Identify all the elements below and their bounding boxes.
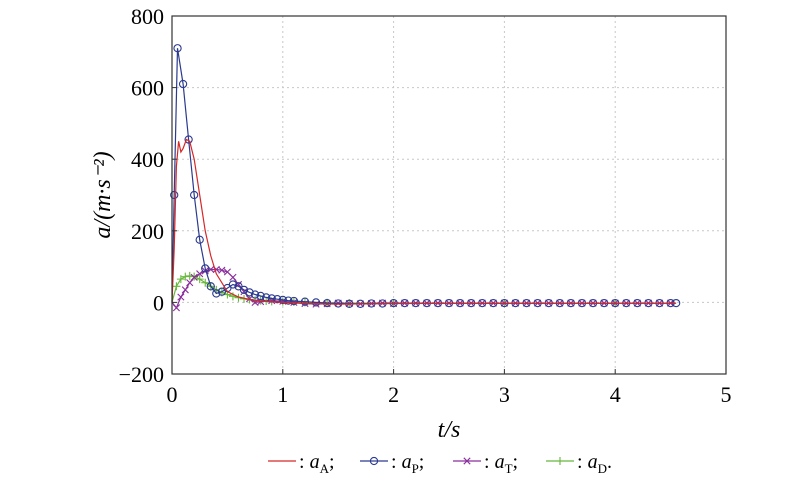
data-point	[273, 295, 282, 304]
legend-item-a_P: : aP;	[360, 451, 424, 476]
data-point	[556, 457, 564, 465]
data-point	[184, 135, 193, 144]
data-point	[322, 298, 332, 308]
x-axis-title: t/s	[438, 417, 461, 443]
data-point	[190, 273, 198, 281]
legend-label: : aA;	[299, 451, 335, 476]
data-point	[178, 79, 188, 89]
data-point	[245, 288, 254, 297]
data-point	[201, 264, 210, 273]
series-a_P	[170, 44, 681, 308]
data-point	[196, 270, 204, 278]
data-point	[212, 289, 221, 298]
data-point	[369, 456, 379, 466]
data-point	[239, 285, 249, 295]
data-point	[195, 235, 204, 244]
data-point	[190, 190, 199, 200]
data-point	[206, 282, 215, 291]
y-axis-title: a/(m·s⁻²)	[90, 151, 116, 238]
data-point	[177, 293, 185, 301]
series-layer	[170, 44, 681, 312]
x-tick-label: 4	[610, 382, 621, 407]
y-tick-label: −200	[119, 362, 164, 387]
series-a_A	[171, 138, 677, 305]
data-point	[334, 299, 343, 308]
data-point	[229, 273, 237, 281]
data-point	[278, 295, 287, 305]
grid-lines	[172, 16, 726, 374]
legend-label: : aD.	[577, 451, 612, 476]
data-point	[181, 286, 189, 294]
data-point	[201, 278, 210, 287]
y-tick-label: 200	[131, 219, 164, 244]
x-tick-label: 3	[499, 382, 510, 407]
legend-item-a_A: : aA;	[268, 451, 335, 476]
data-point	[186, 279, 194, 287]
data-point	[195, 275, 204, 284]
data-point	[172, 304, 181, 312]
data-point	[228, 292, 237, 301]
data-point	[170, 190, 179, 200]
legend-label: : aP;	[391, 451, 424, 476]
legend-item-a_D: : aD.	[546, 451, 612, 476]
data-point	[289, 296, 299, 306]
y-tick-label: 0	[153, 290, 164, 315]
data-point	[176, 275, 185, 284]
data-point	[300, 297, 310, 306]
y-tick-label: 800	[131, 4, 164, 29]
data-point	[256, 291, 265, 301]
data-point	[181, 272, 190, 281]
data-point	[201, 267, 209, 275]
data-point	[173, 44, 182, 53]
legend: : aA; : aP; : aT; : aD.	[268, 451, 612, 476]
legend-item-a_T: : aT;	[453, 451, 518, 476]
series-line	[171, 138, 677, 305]
data-point	[311, 298, 321, 307]
x-tick-label: 5	[721, 382, 732, 407]
data-point	[284, 296, 293, 305]
x-tick-label: 0	[167, 382, 178, 407]
legend-label: : aT;	[484, 451, 518, 476]
data-point	[228, 280, 238, 289]
y-tick-label: 600	[131, 76, 164, 101]
x-tick-label: 2	[388, 382, 399, 407]
y-tick-label: 400	[131, 147, 164, 172]
x-tick-label: 1	[277, 382, 288, 407]
data-point	[223, 268, 231, 276]
data-point	[463, 457, 471, 465]
data-point	[250, 290, 260, 299]
data-point	[218, 266, 226, 274]
data-point	[172, 282, 181, 291]
plot-frame	[171, 15, 727, 375]
series-line	[171, 48, 677, 305]
